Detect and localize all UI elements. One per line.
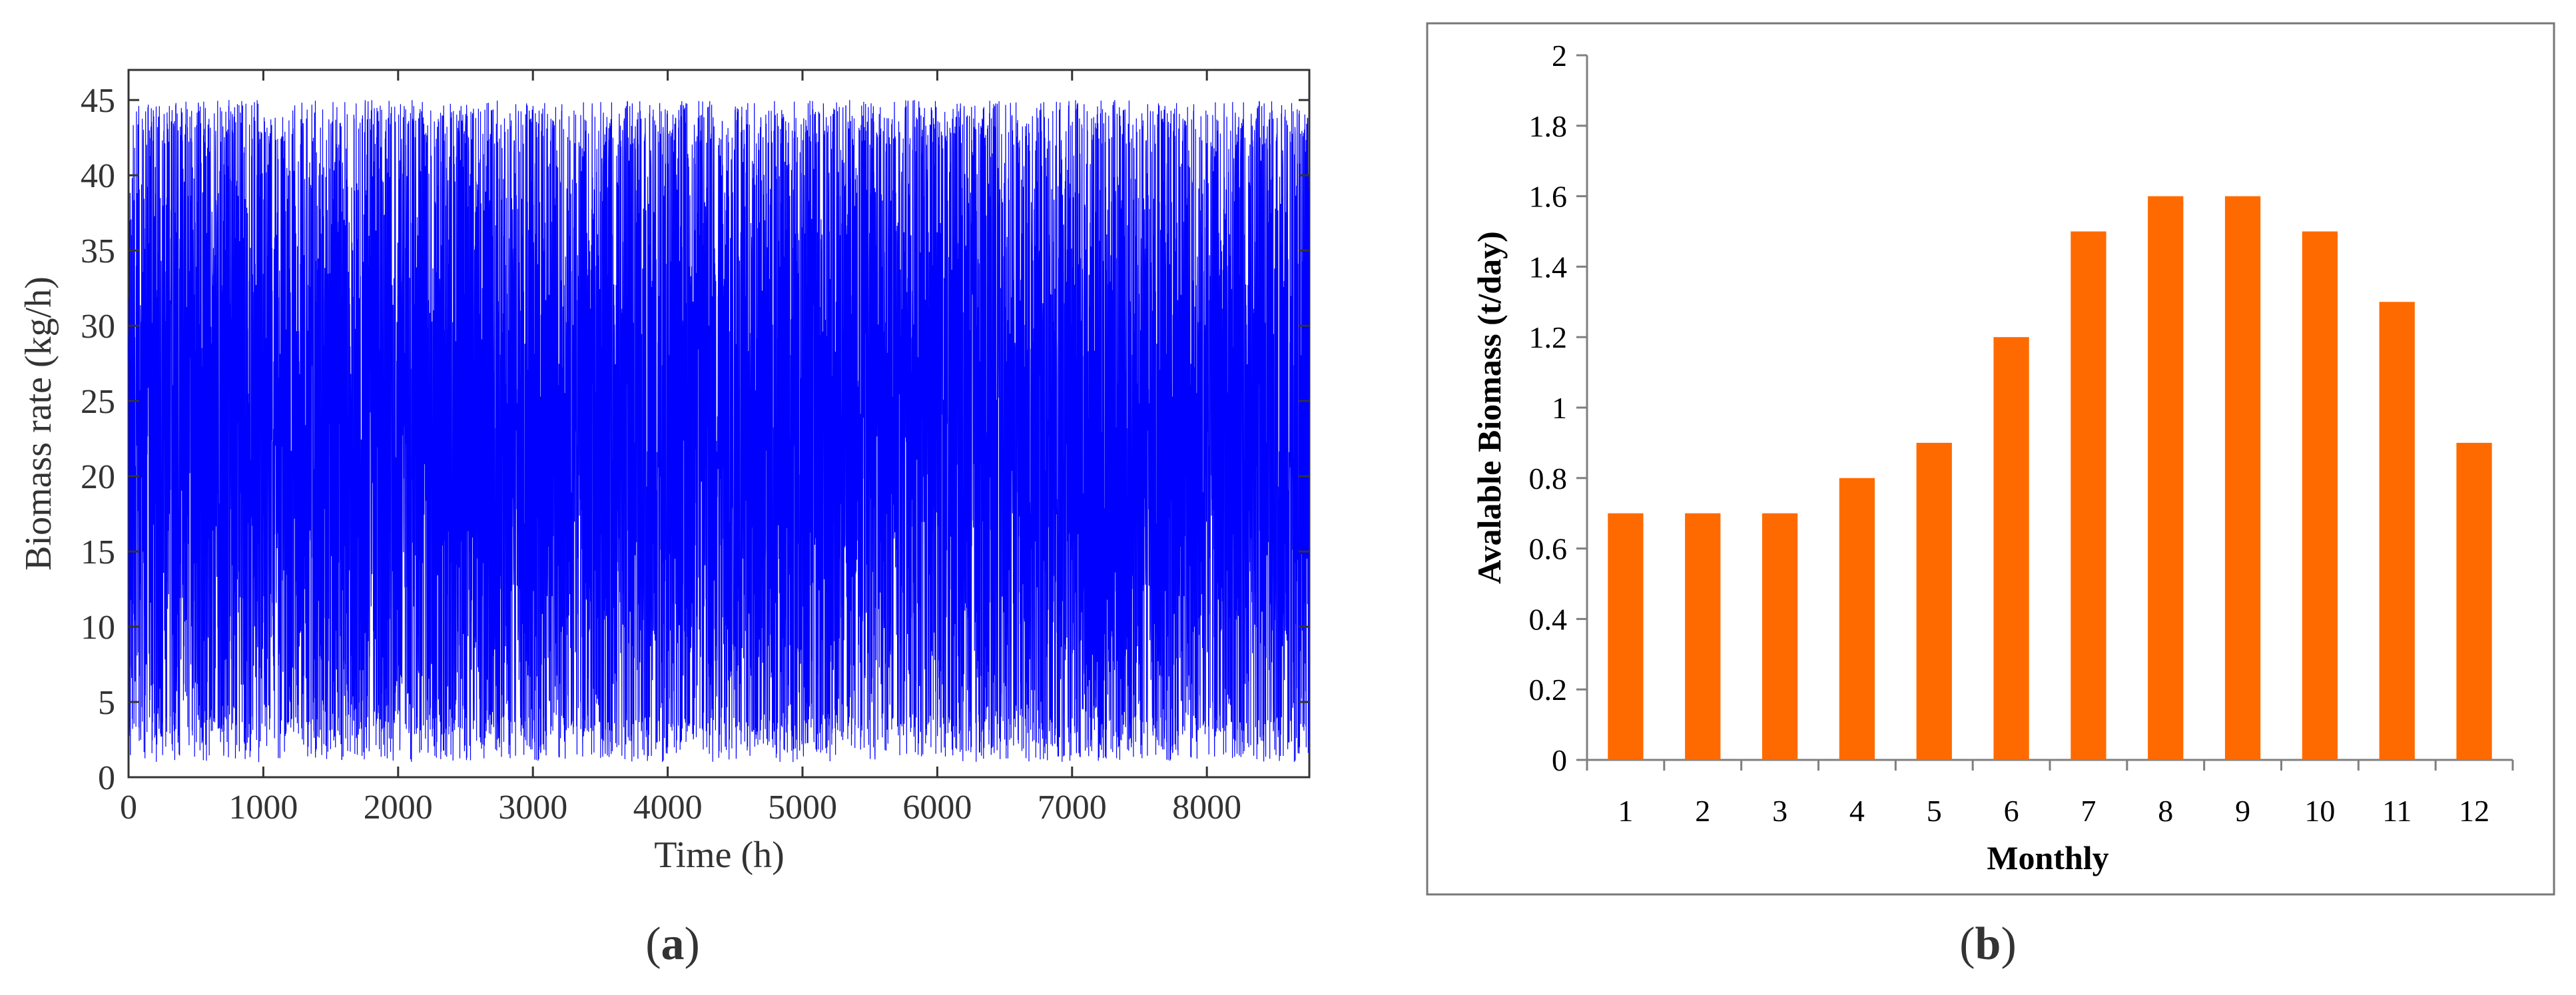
panel-a-x-tick-label: 8000 [1172,789,1241,827]
panel-b-x-tick-label: 6 [2004,794,2019,828]
panel-b-bar [2456,442,2492,760]
panel-b-bar [2148,196,2184,761]
panel-b-y-tick-label: 0.8 [1529,462,1568,496]
panel-a-x-axis-label: Time (h) [654,834,785,876]
panel-b-x-ticks: 1 2 3 4 5 6 7 8 9 10 11 12 [1586,760,2514,828]
panel-a-y-ticks: 0 5 10 15 20 25 30 35 40 45 [81,82,1309,797]
panel-a-series-line [128,100,1310,763]
panel-a-x-tick-label: 0 [120,789,137,827]
panel-b-y-tick-label: 1.2 [1529,320,1568,354]
caption-a: (a) [645,918,700,970]
panel-b-bar [1993,337,2029,760]
panel-a-y-tick-label: 20 [81,458,115,496]
panel-a-x-tick-label: 1000 [228,789,298,827]
panel-b-y-tick-label: 1.8 [1529,109,1568,143]
panel-b-x-tick-label: 7 [2081,794,2096,828]
panel-b-bar-chart: 1 2 3 4 5 6 7 8 9 10 11 12 00.20.40.60.811.21.41.61… [1426,22,2555,896]
panel-b-x-tick-label: 4 [1849,794,1865,828]
panel-b-x-tick-label: 3 [1772,794,1787,828]
panel-b-x-tick-label: 10 [2304,794,2335,828]
caption-b-letter: b [1975,918,2001,970]
caption-b-close: ) [2001,918,2016,970]
panel-b-x-tick-label: 1 [1618,794,1633,828]
panel-a-x-tick-label: 5000 [768,789,837,827]
panel-b-bar [2224,196,2261,761]
panel-b-x-tick-label: 5 [1927,794,1942,828]
caption-b: (b) [1959,918,2017,970]
panel-b-y-ticks: 0 0.2 0.4 0.6 0.8 1 1.2 1.4 1.6 1.8 2 [1529,39,1587,777]
panel-b-y-axis-label: Avalable Biomass (t/day) [1470,231,1508,584]
panel-b-y-tick-label: 0 [1552,743,1567,777]
panel-b-bar [1608,513,1644,760]
panel-b-x-tick-label: 11 [2382,794,2412,828]
panel-b-y-tick-label: 2 [1552,39,1567,73]
panel-b-x-axis-label: Monthly [1987,839,2108,876]
panel-b-bar [2379,302,2415,760]
panel-b-bar [2071,231,2106,760]
panel-a-y-tick-label: 25 [81,383,115,421]
panel-b-y-tick-label: 0.6 [1529,532,1568,566]
panel-a-y-axis-label: Biomass rate (kg/h) [18,276,59,571]
panel-a-x-tick-label: 7000 [1038,789,1107,827]
panel-b-bar [1839,478,1875,760]
panel-a-x-tick-label: 4000 [633,789,703,827]
panel-b-bars-group [1608,196,2492,761]
panel-a-y-tick-label: 35 [81,232,115,270]
caption-a-open: ( [645,918,661,970]
caption-b-open: ( [1959,918,1975,970]
panel-a-line-chart: 0 1000 2000 3000 4000 5000 6000 7000 8000 0 5 10 15… [18,69,1311,876]
panel-b-y-tick-label: 1.4 [1529,250,1568,284]
panel-a-y-tick-label: 30 [81,308,115,346]
panel-a-series-group [128,100,1310,763]
panel-b-bar [1916,442,1952,760]
panel-a-y-tick-label: 15 [81,533,115,571]
panel-b-y-tick-label: 0.2 [1529,673,1568,707]
panel-a-y-tick-label: 40 [81,157,115,195]
panel-b-bar [1762,513,1798,760]
caption-a-close: ) [685,918,700,970]
panel-a-y-tick-label: 45 [81,82,115,120]
panel-a-x-tick-label: 3000 [498,789,567,827]
panel-b-x-tick-label: 2 [1695,794,1710,828]
panel-a-x-tick-label: 2000 [364,789,433,827]
panel-a-y-tick-label: 5 [98,684,115,722]
caption-a-letter: a [661,918,685,970]
panel-b-x-tick-label: 9 [2235,794,2250,828]
panel-b-x-tick-label: 12 [2459,794,2489,828]
panel-a-x-ticks: 0 1000 2000 3000 4000 5000 6000 7000 8000 [120,70,1241,827]
panel-a-y-tick-label: 10 [81,609,115,647]
panel-a-y-tick-label: 0 [98,759,115,797]
panel-b-bar [1685,513,1721,760]
panel-b-bar [2302,231,2338,760]
panel-a-x-tick-label: 6000 [902,789,972,827]
panel-b-y-tick-label: 1.6 [1529,180,1568,214]
panel-b-y-tick-label: 1 [1552,391,1567,425]
panel-b-x-tick-label: 8 [2158,794,2173,828]
panel-b-y-tick-label: 0.4 [1529,602,1568,636]
